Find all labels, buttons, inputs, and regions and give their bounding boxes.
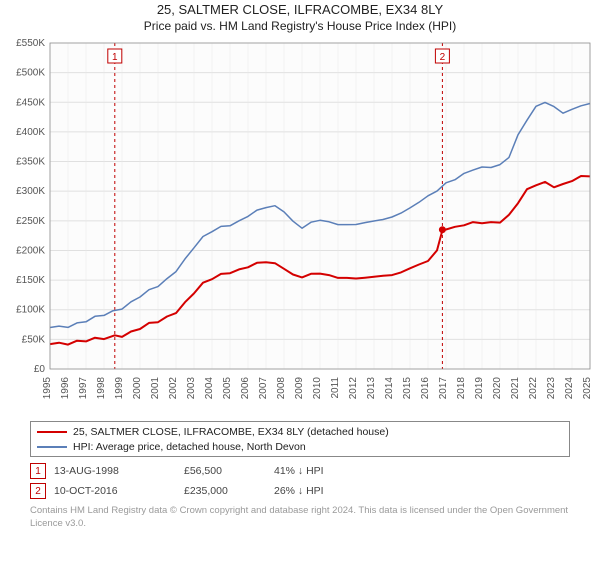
svg-text:2023: 2023	[546, 377, 557, 400]
svg-text:1999: 1999	[114, 377, 125, 400]
svg-text:1998: 1998	[96, 377, 107, 400]
price-chart: £0 £50K £100K £150K £200K £250K £300K £350K £400…	[0, 37, 600, 417]
legend-swatch	[37, 446, 67, 448]
svg-text:2011: 2011	[330, 377, 341, 399]
svg-text:2022: 2022	[528, 377, 539, 400]
marker-date: 10-OCT-2016	[54, 485, 184, 497]
legend-swatch	[37, 431, 67, 433]
marker-delta: 41% ↓ HPI	[274, 465, 570, 477]
svg-text:2007: 2007	[258, 377, 269, 400]
svg-text:£400K: £400K	[16, 127, 45, 138]
attribution: Contains HM Land Registry data © Crown c…	[30, 505, 570, 530]
marker-date: 13-AUG-1998	[54, 465, 184, 477]
svg-text:1996: 1996	[60, 377, 71, 400]
svg-text:£500K: £500K	[16, 68, 45, 79]
svg-text:2012: 2012	[348, 377, 359, 400]
chart-subtitle: Price paid vs. HM Land Registry's House …	[0, 19, 600, 33]
legend-label: HPI: Average price, detached house, Nort…	[73, 440, 306, 455]
svg-text:£450K: £450K	[16, 97, 45, 108]
svg-text:2015: 2015	[402, 377, 413, 400]
svg-text:2003: 2003	[186, 377, 197, 400]
svg-text:£300K: £300K	[16, 186, 45, 197]
legend-row: HPI: Average price, detached house, Nort…	[37, 440, 563, 455]
svg-text:£350K: £350K	[16, 157, 45, 168]
svg-text:2005: 2005	[222, 377, 233, 400]
legend-label: 25, SALTMER CLOSE, ILFRACOMBE, EX34 8LY …	[73, 425, 389, 440]
svg-text:2014: 2014	[384, 377, 395, 400]
svg-text:2017: 2017	[438, 377, 449, 400]
svg-text:2008: 2008	[276, 377, 287, 400]
svg-text:2002: 2002	[168, 377, 179, 400]
svg-text:1: 1	[112, 52, 118, 63]
svg-text:£50K: £50K	[22, 334, 46, 345]
svg-text:£250K: £250K	[16, 216, 45, 227]
title-block: 25, SALTMER CLOSE, ILFRACOMBE, EX34 8LY …	[0, 2, 600, 33]
marker-table: 1 13-AUG-1998£56,50041% ↓ HPI 2 10-OCT-2016…	[30, 463, 570, 499]
svg-text:2006: 2006	[240, 377, 251, 400]
marker-price: £235,000	[184, 485, 274, 497]
svg-text:2020: 2020	[492, 377, 503, 400]
svg-text:2019: 2019	[474, 377, 485, 400]
legend-row: 25, SALTMER CLOSE, ILFRACOMBE, EX34 8LY …	[37, 425, 563, 440]
svg-text:2004: 2004	[204, 377, 215, 400]
svg-text:£150K: £150K	[16, 275, 45, 286]
svg-text:2009: 2009	[294, 377, 305, 400]
svg-text:£0: £0	[34, 364, 46, 375]
chart-title: 25, SALTMER CLOSE, ILFRACOMBE, EX34 8LY	[0, 2, 600, 17]
svg-text:2001: 2001	[150, 377, 161, 400]
svg-text:2018: 2018	[456, 377, 467, 400]
svg-text:1997: 1997	[78, 377, 89, 400]
marker-badge: 1	[30, 463, 46, 479]
svg-text:2000: 2000	[132, 377, 143, 400]
svg-text:2016: 2016	[420, 377, 431, 400]
marker-badge: 2	[30, 483, 46, 499]
svg-text:£200K: £200K	[16, 245, 45, 256]
svg-text:1995: 1995	[42, 377, 53, 400]
marker-delta: 26% ↓ HPI	[274, 485, 570, 497]
marker-price: £56,500	[184, 465, 274, 477]
svg-text:£550K: £550K	[16, 38, 45, 49]
svg-text:2013: 2013	[366, 377, 377, 400]
svg-text:2025: 2025	[582, 377, 593, 400]
svg-text:2010: 2010	[312, 377, 323, 400]
svg-text:2021: 2021	[510, 377, 521, 400]
svg-text:£100K: £100K	[16, 305, 45, 316]
legend: 25, SALTMER CLOSE, ILFRACOMBE, EX34 8LY …	[30, 421, 570, 457]
svg-text:2024: 2024	[564, 377, 575, 400]
svg-text:2: 2	[440, 52, 446, 63]
